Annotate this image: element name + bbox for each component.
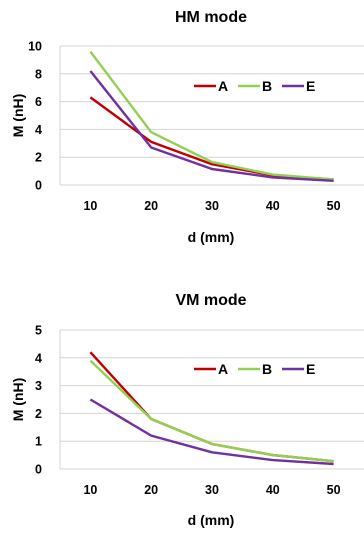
- y-axis-label: M (nH): [10, 378, 26, 422]
- legend-label-a: A: [218, 78, 228, 94]
- legend-label-b: B: [262, 78, 272, 94]
- y-tick-label: 3: [35, 379, 42, 393]
- y-tick-label: 8: [35, 67, 42, 81]
- chart-2: VM mode 0 1 2 3 4 5 10 20 30 40 50 d (mm) M (nH) A B E: [10, 292, 364, 528]
- y-tick-label: 0: [35, 179, 42, 193]
- legend-label-e: E: [306, 361, 315, 377]
- chart-title: VM mode: [175, 292, 246, 309]
- legend-label-e: E: [306, 78, 315, 94]
- x-tick-label: 40: [266, 483, 280, 497]
- chart-1: HM mode 0 2 4 6 8 10 10 20 30 40 50 d (mm) M (nH) A B E: [10, 9, 364, 245]
- y-tick-label: 4: [35, 351, 42, 365]
- x-tick-label: 30: [205, 483, 219, 497]
- x-tick-label: 20: [144, 199, 158, 213]
- y-tick-label: 6: [35, 95, 42, 109]
- y-axis-label: M (nH): [10, 94, 26, 138]
- y-tick-label: 0: [35, 463, 42, 477]
- x-tick-label: 50: [327, 483, 341, 497]
- x-tick-label: 10: [83, 199, 97, 213]
- y-tick-label: 5: [35, 324, 42, 338]
- legend-label-a: A: [218, 361, 228, 377]
- x-axis-label: d (mm): [188, 229, 235, 245]
- y-tick-label: 2: [35, 407, 42, 421]
- series-line-a: [89, 96, 334, 181]
- series-line-b: [89, 50, 334, 181]
- x-tick-label: 50: [327, 199, 341, 213]
- x-tick-label: 10: [83, 483, 97, 497]
- series-line-e: [89, 70, 334, 182]
- y-tick-label: 1: [35, 435, 42, 449]
- x-axis-label: d (mm): [188, 512, 235, 528]
- x-tick-label: 40: [266, 199, 280, 213]
- legend-label-b: B: [262, 361, 272, 377]
- y-tick-label: 4: [35, 123, 42, 137]
- chart-title: HM mode: [175, 9, 247, 26]
- series-line-e: [89, 398, 334, 466]
- x-tick-label: 30: [205, 199, 219, 213]
- x-tick-label: 20: [144, 483, 158, 497]
- y-tick-label: 10: [28, 40, 42, 54]
- y-tick-label: 2: [35, 151, 42, 165]
- series-line-b: [89, 359, 334, 463]
